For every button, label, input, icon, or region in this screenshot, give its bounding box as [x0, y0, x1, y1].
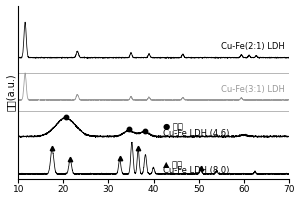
Text: Cu-Fe LDH (8.0): Cu-Fe LDH (8.0): [163, 166, 229, 175]
Text: ▲ 杂质: ▲ 杂质: [163, 160, 182, 169]
Text: ● 杂质: ● 杂质: [163, 123, 182, 132]
Text: Cu-Fe(2:1) LDH: Cu-Fe(2:1) LDH: [221, 42, 285, 51]
Y-axis label: 強度(a.u.): 強度(a.u.): [6, 73, 16, 111]
Text: Cu-Fe LDH (4.6): Cu-Fe LDH (4.6): [163, 129, 229, 138]
Text: Cu-Fe(3:1) LDH: Cu-Fe(3:1) LDH: [221, 85, 285, 94]
